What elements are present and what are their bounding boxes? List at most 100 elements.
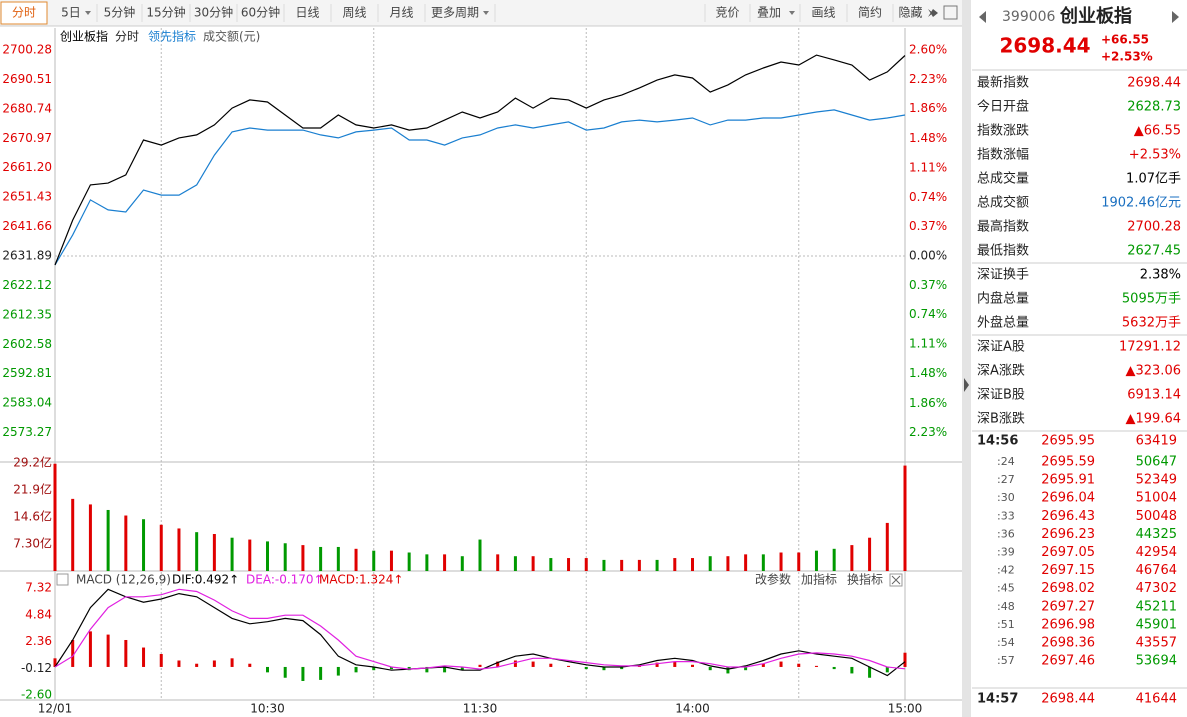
period-tab[interactable]: 5分钟 (104, 5, 136, 20)
y2-tick-label: 1.11% (909, 336, 947, 350)
tick-volume: 43557 (1136, 636, 1177, 651)
macd-bar (478, 664, 482, 667)
y2-tick-label: 1.11% (909, 161, 947, 175)
macd-line (54, 588, 906, 670)
stat-value: 6913.14 (1127, 388, 1181, 403)
volume-bar (177, 528, 181, 571)
volume-bar (407, 552, 411, 571)
y-tick-label: 29.2亿 (13, 455, 52, 470)
tick-volume: 50647 (1136, 455, 1177, 470)
fullscreen-icon[interactable] (943, 5, 958, 20)
y2-tick-label: 2.60% (909, 43, 947, 57)
macd-bar (354, 666, 358, 673)
tick-volume: 53694 (1136, 654, 1177, 669)
macd-bar (336, 666, 340, 676)
period-tab[interactable]: 日线 (295, 6, 319, 20)
period-tab[interactable]: 15分钟 (146, 5, 185, 20)
volume-bar (513, 556, 517, 571)
next-arrow[interactable] (1172, 11, 1179, 23)
tool-button[interactable]: 简约 (858, 5, 882, 20)
volume-bar (531, 556, 535, 571)
stat-value: 17291.12 (1119, 340, 1181, 355)
y2-tick-label: 1.86% (909, 101, 947, 115)
price-line (54, 109, 906, 266)
y-tick-label: 21.9亿 (13, 482, 52, 497)
tick-price: 2696.43 (1041, 509, 1095, 524)
tick-volume: 45901 (1136, 617, 1177, 632)
y-tick-label: 4.84 (25, 607, 52, 621)
tool-button[interactable]: 隐藏 (898, 6, 922, 20)
tick-volume: 45211 (1136, 599, 1177, 614)
tab-active[interactable] (0, 1, 48, 25)
macd-bar (425, 666, 429, 673)
y-tick-label: 2700.28 (2, 43, 52, 57)
tick-time: :36 (997, 527, 1015, 540)
y-tick-label: 2651.43 (2, 190, 52, 204)
close-x[interactable] (891, 575, 901, 585)
y-tick-label: 2592.81 (2, 366, 52, 380)
tick-volume: 52349 (1136, 473, 1177, 488)
volume-bar (425, 554, 429, 571)
tick-price: 2698.02 (1041, 581, 1095, 596)
tool-button[interactable]: 画线 (811, 6, 835, 20)
tool-button[interactable]: 竞价 (715, 6, 739, 20)
stat-label: 最新指数 (977, 75, 1029, 91)
tick-time: :51 (997, 618, 1015, 631)
volume-bar (744, 554, 748, 571)
volume-bar (460, 556, 464, 571)
period-tab[interactable]: 更多周期 (431, 6, 479, 20)
legend-lead: 领先指标 (148, 29, 196, 44)
splitter[interactable] (962, 0, 971, 717)
stat-value: 1.07亿手 (1126, 172, 1181, 187)
stat-value: 2698.44 (1127, 76, 1181, 91)
tick-time: :48 (997, 600, 1015, 613)
y-tick-label: 2680.74 (2, 101, 52, 115)
period-tab[interactable]: 分时 (12, 6, 36, 20)
indicator-action[interactable]: 换指标 (847, 572, 883, 587)
y2-tick-label: 2.23% (909, 425, 947, 439)
volume-bar (354, 548, 358, 571)
tick-time: :30 (997, 491, 1015, 504)
volume-bar (832, 548, 836, 571)
tick-price: 2697.05 (1041, 545, 1095, 560)
macd-bar (301, 666, 305, 681)
period-tab[interactable]: 月线 (389, 6, 413, 20)
period-tab[interactable]: 30分钟 (194, 5, 233, 20)
period-tab[interactable]: 60分钟 (241, 5, 280, 20)
stat-value: 2700.28 (1127, 220, 1181, 235)
tool-button[interactable]: 叠加 (757, 6, 781, 20)
period-tab[interactable]: 5日 (61, 6, 81, 20)
y2-tick-label: 1.86% (909, 396, 947, 410)
indicator-action[interactable]: 改参数 (755, 572, 791, 587)
period-tab[interactable]: 周线 (342, 6, 366, 20)
volume-bar (903, 465, 907, 571)
help-icon[interactable] (56, 573, 69, 586)
y-tick-label: 7.30亿 (13, 536, 52, 551)
macd-bar (71, 639, 75, 667)
macd-bar (850, 666, 854, 674)
indicator-action[interactable]: 加指标 (801, 572, 837, 587)
stat-label: 今日开盘 (977, 99, 1029, 115)
splitter-handle[interactable] (964, 378, 969, 392)
close-icon[interactable] (889, 573, 903, 587)
tick-price: 2695.95 (1041, 434, 1095, 449)
y-tick-label: 2690.51 (2, 72, 52, 86)
tick-time: :39 (997, 546, 1015, 559)
volume-bar (266, 541, 269, 571)
tick-price: 2697.27 (1041, 599, 1095, 614)
stat-value: +2.53% (1129, 148, 1181, 163)
tick-time: 14:56 (977, 434, 1018, 449)
macd-bar (602, 666, 606, 671)
macd-bar (248, 663, 252, 667)
x-tick-label: 12/01 (38, 702, 73, 716)
tick-time: :27 (997, 473, 1015, 486)
macd-bar (142, 647, 146, 667)
macd-bar (177, 660, 181, 667)
volume-bar (567, 558, 571, 571)
stat-value: 5095万手 (1122, 292, 1181, 307)
y-tick-label: -2.60 (21, 688, 52, 702)
prev-arrow[interactable] (979, 11, 986, 23)
tick-time: :24 (997, 455, 1015, 468)
y-tick-label: 2622.12 (2, 278, 52, 292)
